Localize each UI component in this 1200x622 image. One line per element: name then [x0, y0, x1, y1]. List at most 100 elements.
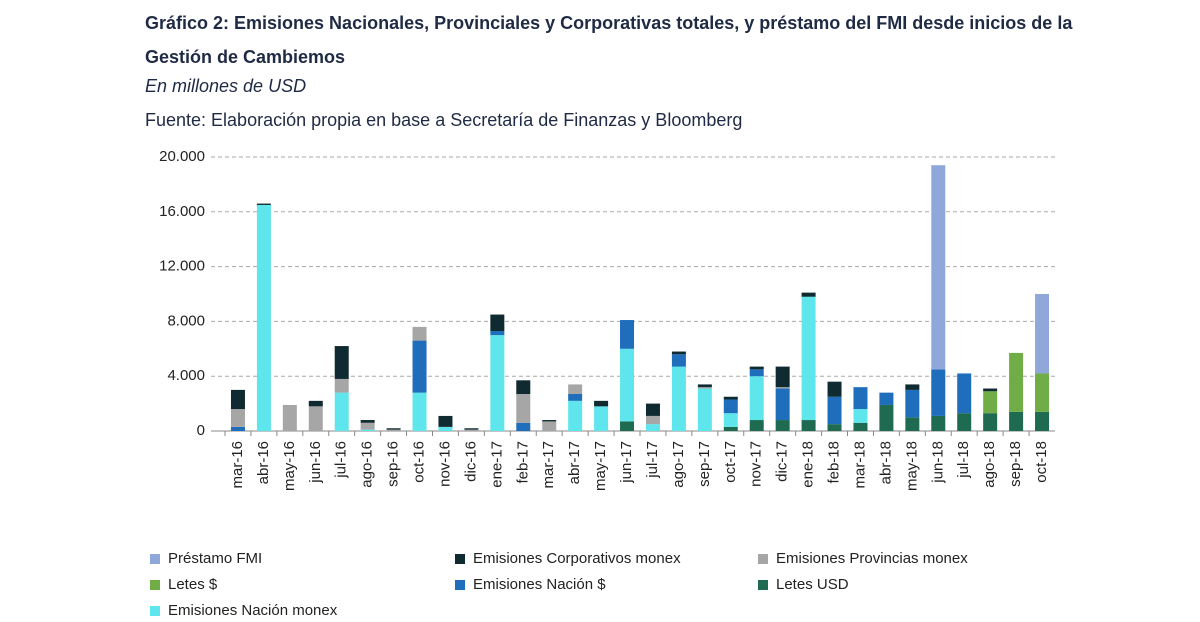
bar-segment — [438, 415, 453, 427]
bar-segment — [775, 387, 790, 389]
chart-subtitle: En millones de USD — [145, 76, 307, 96]
bar-segment — [801, 292, 816, 297]
bar-segment — [360, 422, 375, 430]
x-tick-label: nov-16 — [436, 441, 453, 487]
bar-segment — [775, 388, 790, 421]
x-tick-label: oct-18 — [1033, 441, 1050, 483]
bar-segment — [749, 366, 764, 370]
bar-segment — [464, 429, 479, 431]
x-tick-label: ago-16 — [359, 441, 376, 488]
bar-segment — [334, 392, 349, 431]
x-tick-label: abr-16 — [255, 441, 272, 484]
bar-segment — [1009, 411, 1024, 431]
bar-segment — [697, 387, 712, 389]
x-tick-label: may-17 — [592, 441, 609, 491]
bar-segment — [931, 369, 946, 416]
chart-title: Gráfico 2: Emisiones Nacionales, Provinc… — [145, 13, 1073, 67]
bar-segment — [542, 420, 557, 422]
bar-segment — [827, 424, 842, 431]
bar-segment — [230, 426, 245, 431]
bar-segment — [308, 400, 323, 407]
bar-segment — [775, 366, 790, 388]
bar-segment — [620, 421, 635, 431]
legend-swatch — [455, 554, 465, 564]
bar-segment — [568, 400, 583, 431]
bar-segment — [490, 314, 505, 331]
bar-segment — [801, 420, 816, 431]
legend-swatch — [150, 606, 160, 616]
x-tick-label: abr-17 — [566, 441, 583, 484]
x-tick-label: sep-18 — [1007, 441, 1024, 487]
bar-segment — [438, 426, 453, 431]
x-tick-label: ago-17 — [670, 441, 687, 488]
bar-segment — [697, 388, 712, 431]
x-tick-label: mar-17 — [540, 441, 557, 489]
chart-source: Fuente: Elaboración propia en base a Sec… — [145, 110, 743, 130]
x-tick-label: sep-16 — [385, 441, 402, 487]
legend-label: Emisiones Corporativos monex — [473, 550, 681, 567]
x-tick-label: ago-18 — [981, 441, 998, 488]
legend-swatch — [758, 580, 768, 590]
bar-segment — [723, 396, 738, 400]
bar-segment — [827, 381, 842, 397]
x-tick-label: nov-17 — [748, 441, 765, 487]
bar-segment — [671, 351, 686, 355]
x-tick-label: may-18 — [903, 441, 920, 491]
bar-segment — [516, 422, 531, 431]
legend-label: Emisiones Nación monex — [168, 602, 338, 619]
x-tick-label: jul-16 — [333, 441, 350, 479]
x-tick-label: sep-17 — [696, 441, 713, 487]
x-tick-label: ene-17 — [488, 441, 505, 488]
bar-segment — [853, 387, 868, 410]
y-tick-label: 8.000 — [167, 312, 205, 329]
bar-segment — [1035, 411, 1050, 431]
x-tick-label: jun-16 — [307, 441, 324, 484]
bar-segment — [983, 391, 998, 414]
bar-segment — [645, 424, 660, 431]
y-tick-label: 0 — [197, 422, 205, 439]
bar-segment — [334, 378, 349, 393]
bar-segment — [464, 428, 479, 430]
bar-segment — [230, 409, 245, 427]
x-tick-label: dic-16 — [462, 441, 479, 482]
bar-segment — [412, 340, 427, 393]
bar-segment — [516, 380, 531, 395]
y-tick-label: 20.000 — [159, 148, 205, 165]
x-tick-label: abr-18 — [877, 441, 894, 484]
bar-segment — [879, 404, 894, 431]
bar-segment — [775, 420, 790, 431]
bar-segment — [620, 348, 635, 422]
bar-segment — [360, 429, 375, 431]
bar-segment — [931, 165, 946, 370]
bar-segment — [1035, 373, 1050, 412]
bar-segment — [334, 346, 349, 379]
bar-segment — [749, 376, 764, 421]
bar-segment — [1035, 294, 1050, 374]
bar-segment — [568, 384, 583, 395]
x-tick-label: dic-17 — [774, 441, 791, 482]
bar-segment — [957, 373, 972, 414]
bar-segment — [697, 384, 712, 388]
bar-segment — [983, 413, 998, 431]
bar-segment — [723, 426, 738, 431]
bar-segment — [879, 392, 894, 405]
x-tick-label: feb-18 — [826, 441, 843, 484]
bar-segment — [645, 415, 660, 425]
x-tick-label: jun-17 — [618, 441, 635, 484]
bar-segment — [412, 392, 427, 431]
x-tick-label: may-16 — [281, 441, 298, 491]
legend-label: Emisiones Nación $ — [473, 576, 606, 593]
x-tick-label: ene-18 — [800, 441, 817, 488]
bar-segment — [230, 389, 245, 410]
x-tick-label: oct-17 — [722, 441, 739, 483]
bar-segment — [386, 428, 401, 430]
bar-segment — [256, 204, 271, 431]
legend-swatch — [455, 580, 465, 590]
x-tick-label: mar-18 — [851, 441, 868, 489]
bar-segment — [931, 415, 946, 431]
bar-segment — [620, 320, 635, 349]
x-tick-label: jun-18 — [929, 441, 946, 484]
y-tick-label: 16.000 — [159, 203, 205, 220]
bar-segment — [594, 406, 609, 431]
